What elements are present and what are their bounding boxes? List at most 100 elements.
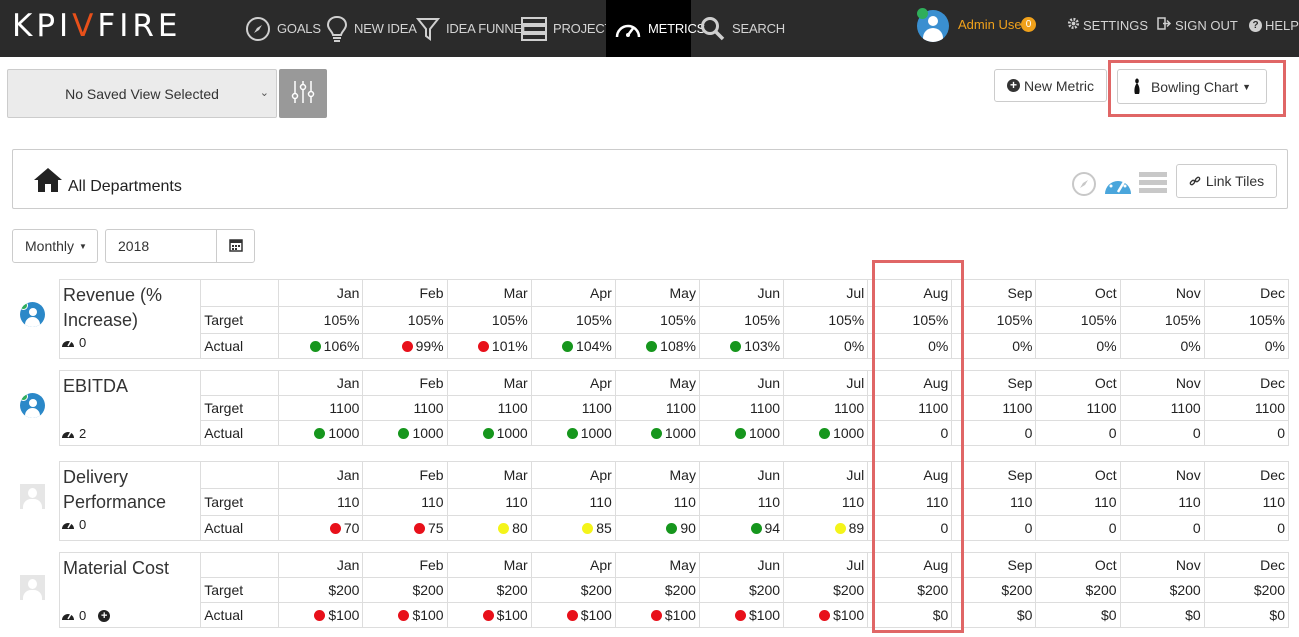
actual-cell[interactable]: 1000 [530,420,616,446]
target-cell[interactable]: 110 [1203,487,1290,516]
target-cell[interactable]: $200 [1119,577,1205,603]
actual-cell[interactable]: 0 [1203,514,1290,541]
nav-help[interactable]: ? HELP [1249,0,1299,50]
target-cell[interactable]: 105% [362,305,448,334]
target-cell[interactable]: 110 [1035,487,1121,516]
nav-projects[interactable]: PROJECTS [521,0,621,57]
actual-cell[interactable]: $100 [362,602,448,628]
target-cell[interactable]: 110 [278,487,364,516]
actual-cell[interactable]: 75 [362,514,448,541]
actual-cell[interactable]: 0% [1119,332,1205,359]
target-cell[interactable]: $200 [867,577,953,603]
target-cell[interactable]: 1100 [1203,395,1290,421]
target-cell[interactable]: 105% [446,305,532,334]
target-cell[interactable]: 110 [446,487,532,516]
target-cell[interactable]: 1100 [278,395,364,421]
nav-metrics[interactable]: METRICS [606,0,705,57]
actual-cell[interactable]: 1000 [362,420,448,446]
target-cell[interactable]: 105% [278,305,364,334]
actual-cell[interactable]: 1000 [614,420,700,446]
actual-cell[interactable]: 1000 [446,420,532,446]
target-cell[interactable]: 105% [1119,305,1205,334]
actual-cell[interactable]: 94 [698,514,785,541]
nav-search[interactable]: SEARCH [700,0,785,57]
target-cell[interactable]: $200 [362,577,448,603]
notification-badge[interactable]: 0 [1021,17,1036,32]
actual-cell[interactable]: 108% [614,332,700,359]
target-cell[interactable]: $200 [783,577,869,603]
actual-cell[interactable]: 0 [1203,420,1290,446]
nav-new-idea[interactable]: NEW IDEA [326,0,417,57]
owner-placeholder-avatar[interactable] [20,484,45,509]
target-cell[interactable]: 110 [783,487,869,516]
actual-cell[interactable]: 85 [530,514,616,541]
target-cell[interactable]: 1100 [698,395,785,421]
owner-avatar[interactable] [20,393,45,418]
target-cell[interactable]: 1100 [362,395,448,421]
actual-cell[interactable]: 0 [951,420,1037,446]
actual-cell[interactable]: 0 [1119,420,1205,446]
new-metric-button[interactable]: + New Metric [994,69,1107,102]
target-cell[interactable]: 1100 [867,395,953,421]
actual-cell[interactable]: $100 [614,602,700,628]
metric-name[interactable]: Delivery Performance [58,461,202,515]
nav-idea-funnel[interactable]: IDEA FUNNEL [416,0,529,57]
actual-cell[interactable]: $100 [698,602,785,628]
actual-cell[interactable]: 101% [446,332,532,359]
target-cell[interactable]: $200 [614,577,700,603]
actual-cell[interactable]: 1000 [278,420,364,446]
actual-cell[interactable]: 99% [362,332,448,359]
actual-cell[interactable]: $100 [530,602,616,628]
nav-settings[interactable]: SETTINGS [1067,0,1148,50]
target-cell[interactable]: $200 [1035,577,1121,603]
target-cell[interactable]: $200 [698,577,785,603]
target-cell[interactable]: 110 [1119,487,1205,516]
target-cell[interactable]: 110 [614,487,700,516]
target-cell[interactable]: 1100 [1119,395,1205,421]
actual-cell[interactable]: 103% [698,332,785,359]
actual-cell[interactable]: 0% [867,332,953,359]
target-cell[interactable]: 105% [1203,305,1290,334]
nav-goals[interactable]: GOALS [245,0,321,57]
actual-cell[interactable]: $0 [1119,602,1205,628]
actual-cell[interactable]: 0 [1119,514,1205,541]
actual-cell[interactable]: 104% [530,332,616,359]
target-cell[interactable]: 110 [530,487,616,516]
period-dropdown[interactable]: Monthly ▼ [12,229,98,263]
owner-avatar[interactable] [20,302,45,327]
target-cell[interactable]: 1100 [783,395,869,421]
actual-cell[interactable]: 80 [446,514,532,541]
target-cell[interactable]: 1100 [614,395,700,421]
list-view-icon[interactable] [1139,171,1167,198]
actual-cell[interactable]: 0% [1203,332,1290,359]
actual-cell[interactable]: 0% [951,332,1037,359]
metric-name[interactable]: Revenue (% Increase) [58,279,202,333]
target-cell[interactable]: 105% [1035,305,1121,334]
nav-sign-out[interactable]: SIGN OUT [1157,0,1238,50]
actual-cell[interactable]: $0 [1203,602,1290,628]
target-cell[interactable]: 105% [698,305,785,334]
actual-cell[interactable]: 0 [951,514,1037,541]
saved-view-select[interactable]: No Saved View Selected ⌄ [7,69,277,118]
target-cell[interactable]: 1100 [1035,395,1121,421]
target-cell[interactable]: 110 [698,487,785,516]
chart-mode-dropdown[interactable]: Bowling Chart ▼ [1117,69,1267,104]
actual-cell[interactable]: 90 [614,514,700,541]
actual-cell[interactable]: $100 [783,602,869,628]
target-cell[interactable]: 1100 [951,395,1037,421]
actual-cell[interactable]: 70 [278,514,364,541]
target-cell[interactable]: $200 [951,577,1037,603]
target-cell[interactable]: 105% [530,305,616,334]
metric-name[interactable]: Material Cost [58,552,202,603]
link-tiles-button[interactable]: Link Tiles [1176,164,1277,198]
actual-cell[interactable]: 0 [867,420,953,446]
target-cell[interactable]: 1100 [530,395,616,421]
speedometer-view-icon[interactable] [1103,172,1133,199]
calendar-button[interactable] [216,229,255,263]
year-input[interactable]: 2018 [105,229,217,263]
actual-cell[interactable]: 0% [1035,332,1121,359]
target-cell[interactable]: $200 [446,577,532,603]
target-cell[interactable]: $200 [278,577,364,603]
actual-cell[interactable]: 0 [1035,514,1121,541]
home-icon[interactable] [33,167,63,196]
